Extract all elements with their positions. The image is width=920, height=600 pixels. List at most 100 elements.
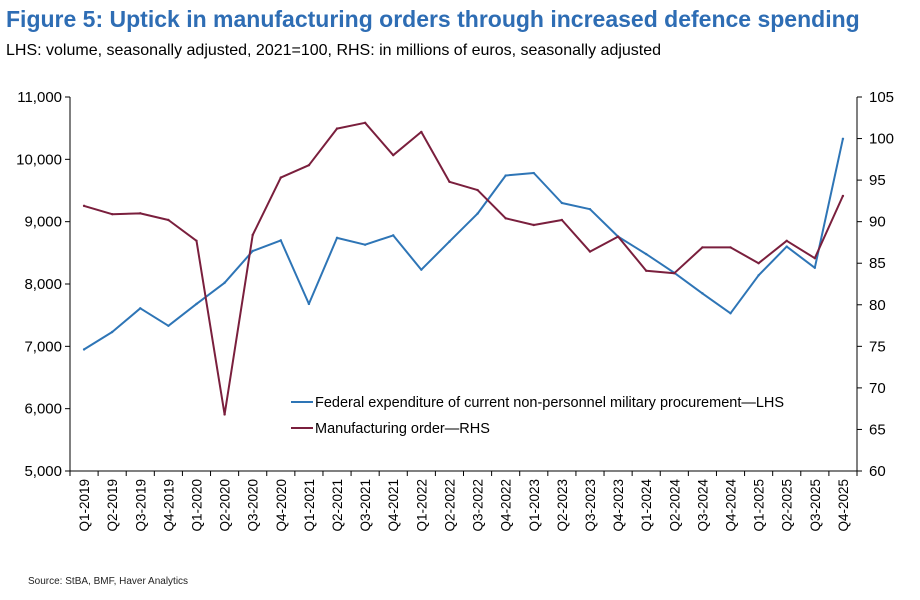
- series-2-point: [476, 188, 479, 192]
- series-2-point: [307, 163, 311, 167]
- x-tick-label: Q2-2021: [330, 479, 345, 532]
- series-2-point: [588, 250, 592, 253]
- series-1-point: [82, 348, 86, 351]
- y-left-tick-label: 9,000: [24, 214, 62, 231]
- series-line-1: [83, 138, 844, 351]
- series-2-point: [785, 239, 788, 242]
- x-tick-label: Q4-2023: [611, 479, 626, 532]
- series-2-point: [560, 218, 564, 222]
- series-1-point: [420, 268, 423, 271]
- y-right-tick-label: 80: [869, 297, 886, 314]
- x-tick-label: Q1-2019: [77, 479, 92, 532]
- y-right-tick-label: 65: [869, 421, 886, 438]
- series-1-point: [223, 281, 226, 284]
- y-right-tick-label: 100: [869, 131, 894, 148]
- x-tick-label: Q1-2023: [527, 479, 542, 532]
- series-2-point: [110, 212, 114, 216]
- series-2-point: [532, 223, 535, 227]
- series-1-point: [757, 274, 760, 277]
- x-tick-label: Q3-2023: [583, 479, 598, 532]
- series-line-2: [83, 121, 844, 416]
- series-1-point: [504, 174, 507, 177]
- series-1-point: [448, 240, 451, 243]
- x-tick-label: Q4-2021: [386, 479, 401, 532]
- series-2-point: [841, 194, 845, 198]
- series-2-point: [420, 130, 423, 134]
- series-2-point: [813, 257, 817, 260]
- series-1-point: [841, 137, 845, 140]
- series-2-point: [729, 246, 732, 249]
- x-tick-label: Q3-2021: [358, 479, 373, 532]
- series-1-point: [701, 292, 704, 295]
- y-left-tick-label: 6,000: [24, 401, 62, 418]
- series-1-point: [110, 330, 114, 334]
- y-left-tick-label: 8,000: [24, 276, 62, 293]
- series-2-point: [335, 127, 339, 130]
- series-1-point: [139, 307, 142, 310]
- y-right-tick-label: 85: [869, 255, 886, 272]
- x-tick-label: Q2-2024: [667, 479, 682, 532]
- x-tick-label: Q2-2020: [218, 479, 233, 532]
- series-1-point: [392, 234, 395, 237]
- x-tick-label: Q1-2024: [639, 479, 654, 532]
- series-2-point: [139, 212, 142, 215]
- y-left-tick-label: 11,000: [17, 89, 62, 106]
- chart-title: Figure 5: Uptick in manufacturing orders…: [6, 6, 860, 32]
- x-tick-label: Q2-2023: [555, 479, 570, 532]
- series-2-point: [251, 233, 254, 237]
- x-tick-label: Q1-2022: [414, 479, 429, 532]
- x-tick-label: Q4-2019: [161, 479, 176, 532]
- x-tick-label: Q1-2021: [302, 479, 317, 532]
- series-2-point: [363, 121, 367, 124]
- series-2-point: [82, 204, 86, 208]
- y-left-tick-label: 7,000: [24, 338, 62, 355]
- series-1-point: [335, 236, 339, 240]
- series-2-point: [223, 413, 226, 416]
- x-tick-label: Q2-2025: [780, 479, 795, 532]
- x-tick-label: Q3-2019: [133, 479, 148, 532]
- y-right-tick-label: 90: [869, 214, 886, 231]
- series-1-point: [307, 302, 311, 306]
- y-left-tick-label: 5,000: [24, 463, 62, 480]
- series-1-point: [560, 201, 564, 205]
- y-right-tick-label: 105: [869, 89, 894, 106]
- x-tick-label: Q4-2022: [499, 479, 514, 532]
- x-tick-label: Q1-2025: [752, 479, 767, 532]
- y-right-tick-label: 95: [869, 172, 886, 189]
- source-note: Source: StBA, BMF, Haver Analytics: [28, 576, 189, 587]
- series-1-point: [588, 208, 592, 211]
- series-2-point: [701, 246, 704, 249]
- legend-label-1: Federal expenditure of current non-perso…: [315, 395, 784, 411]
- x-tick-label: Q2-2019: [105, 479, 120, 532]
- series-1-point: [195, 302, 198, 306]
- series-1-point: [644, 252, 648, 256]
- series-2-point: [644, 269, 648, 272]
- x-tick-label: Q4-2025: [836, 479, 851, 532]
- series-1-point: [813, 266, 817, 269]
- series-2-point: [673, 271, 676, 275]
- x-tick-label: Q4-2024: [724, 479, 739, 532]
- series-2-point: [616, 235, 620, 238]
- series-2-point: [167, 218, 170, 222]
- x-tick-label: Q1-2020: [189, 479, 204, 532]
- y-right-tick-label: 75: [869, 338, 886, 355]
- series-2-point: [279, 176, 283, 179]
- series-2-point: [392, 153, 395, 157]
- series-1-point: [476, 212, 479, 215]
- x-tick-label: Q3-2024: [695, 479, 710, 532]
- series-1-point: [251, 249, 254, 253]
- series-1-point: [532, 171, 535, 175]
- y-right-tick-label: 70: [869, 380, 886, 397]
- x-tick-label: Q3-2025: [808, 479, 823, 532]
- x-tick-label: Q4-2020: [274, 479, 289, 532]
- x-tick-label: Q3-2020: [246, 479, 261, 532]
- series-1-point: [729, 312, 732, 315]
- legend-label-2: Manufacturing order—RHS: [315, 421, 490, 437]
- series-2-point: [448, 180, 451, 183]
- x-tick-label: Q2-2022: [442, 479, 457, 532]
- x-tick-label: Q3-2022: [471, 479, 486, 532]
- series-2-point: [504, 217, 507, 220]
- series-1-point: [279, 239, 283, 242]
- series-1-point: [363, 243, 367, 246]
